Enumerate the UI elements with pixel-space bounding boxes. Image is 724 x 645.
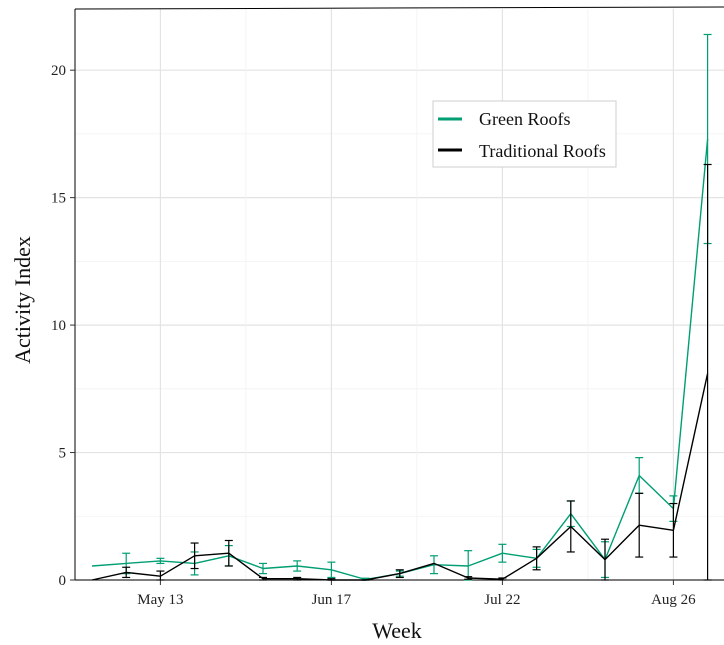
x-tick-label: Jul 22 (484, 592, 520, 608)
legend-label-green-roofs: Green Roofs (479, 109, 570, 129)
series-line-green-roofs (91, 138, 709, 581)
legend-label-traditional-roofs: Traditional Roofs (479, 141, 606, 161)
x-tick-label: Jun 17 (312, 592, 352, 608)
series-layer (91, 33, 712, 581)
grid-layer (75, 9, 724, 581)
y-tick-label: 10 (51, 318, 66, 334)
tick-layer: 0 5 10 15 20 May 13 Jun 17 Jul 22 Aug 26 (51, 63, 696, 608)
y-axis-title: Activity Index (10, 236, 35, 364)
y-tick-label: 5 (59, 446, 67, 462)
plot-frame-top (74, 6, 724, 10)
y-tick-label: 20 (51, 63, 66, 79)
x-tick-label: May 13 (137, 592, 183, 608)
legend-box (432, 100, 617, 168)
y-tick-label: 15 (51, 191, 66, 207)
x-axis-title: Week (372, 618, 422, 643)
series-line-traditional-roofs (91, 373, 709, 581)
x-tick-label: Aug 26 (651, 592, 696, 608)
y-tick-label: 0 (59, 573, 67, 589)
legend: Green Roofs Traditional Roofs (432, 100, 617, 168)
